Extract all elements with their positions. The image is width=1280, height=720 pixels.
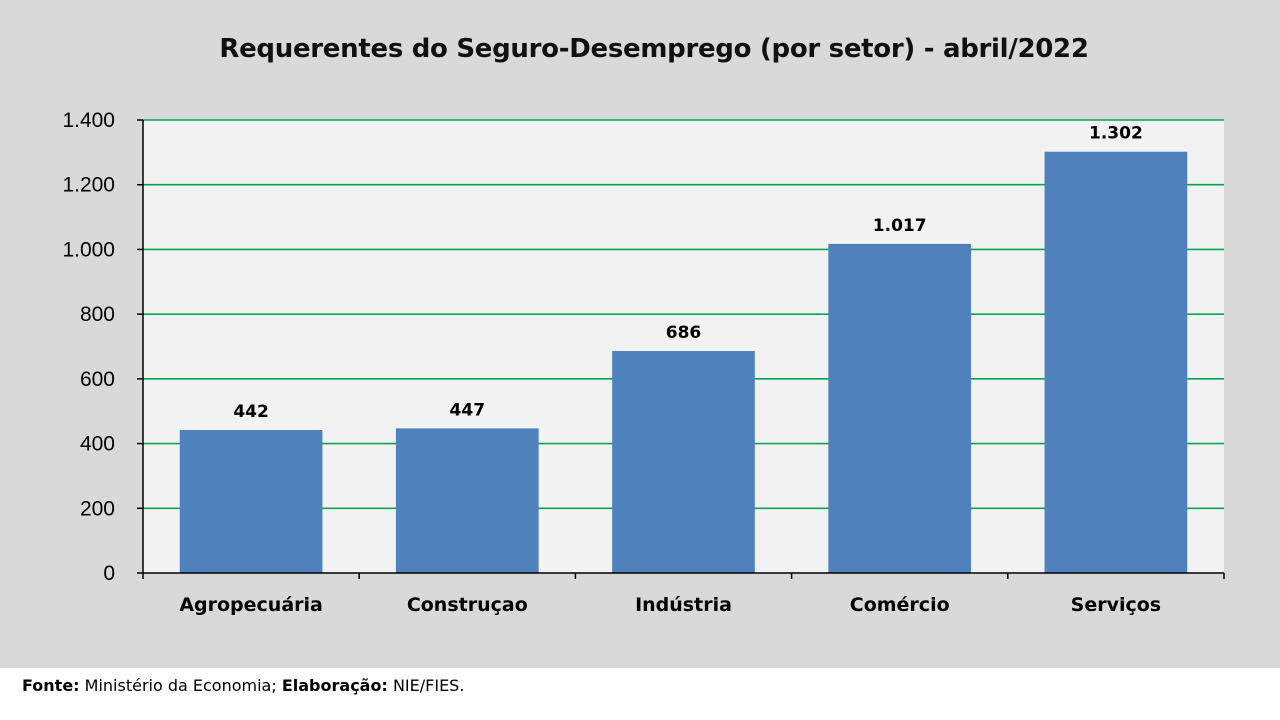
chart-frame: Requerentes do Seguro-Desemprego (por se… <box>0 0 1280 668</box>
data-label: 686 <box>666 323 702 343</box>
bar-chart: 0 200 400 600 800 1.000 1.200 1.400 442 Agropecuá… <box>62 109 1225 616</box>
elaboration-text: NIE/FIES. <box>392 676 465 695</box>
x-tick-label: Comércio <box>850 594 950 616</box>
data-label: 1.302 <box>1089 124 1143 144</box>
bar <box>828 243 972 573</box>
bar <box>612 351 755 573</box>
y-tick-label: 600 <box>80 368 115 391</box>
data-label: 442 <box>233 402 269 422</box>
y-tick-label: 200 <box>80 497 115 520</box>
source-footer: Fonte: Ministério da Economia; Elaboraçã… <box>22 676 464 695</box>
y-tick-label: 800 <box>80 303 115 326</box>
y-tick-label: 1.000 <box>62 238 115 261</box>
elaboration-label: Elaboração: <box>281 676 388 695</box>
chart-title: Requerentes do Seguro-Desemprego (por se… <box>219 34 1089 64</box>
x-tick-label: Serviços <box>1071 594 1161 616</box>
y-tick-label: 0 <box>103 562 115 585</box>
x-tick-label: Construçao <box>407 594 528 616</box>
bar <box>179 429 323 573</box>
y-tick-label: 1.400 <box>62 109 115 132</box>
y-tick-label: 1.200 <box>62 174 115 197</box>
source-label: Fonte: <box>22 676 80 695</box>
x-tick-label: Indústria <box>635 594 732 616</box>
data-label: 447 <box>450 400 486 420</box>
source-text: Ministério da Economia; <box>84 676 277 695</box>
x-tick-label: Agropecuária <box>179 594 323 616</box>
bar <box>395 428 539 573</box>
y-tick-label: 400 <box>80 433 115 456</box>
bar <box>1044 151 1188 573</box>
data-label: 1.017 <box>873 216 927 236</box>
